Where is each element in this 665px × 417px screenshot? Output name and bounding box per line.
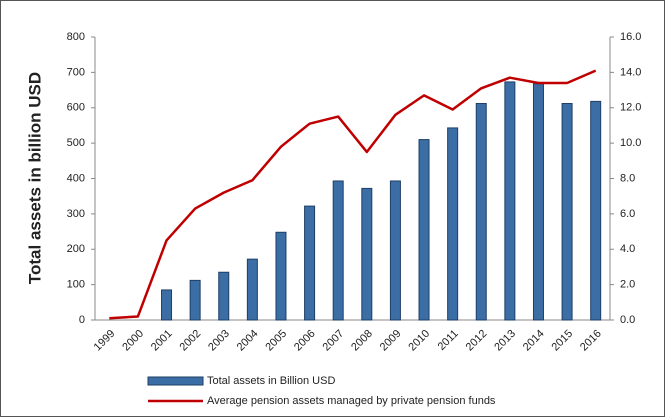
y2-tick-label: 12.0: [620, 102, 641, 114]
bar: [590, 100, 602, 321]
bar: [475, 103, 487, 321]
y-tick-label: 0: [79, 314, 85, 326]
bar: [361, 187, 373, 321]
bar: [332, 180, 344, 321]
y2-tick-label: 6.0: [620, 208, 635, 220]
y2-tick-label: 14.0: [620, 66, 641, 78]
bar: [532, 83, 544, 321]
bar: [275, 231, 287, 321]
y2-tick-label: 10.0: [620, 137, 641, 149]
bar: [189, 279, 201, 321]
y2-tick-label: 0.0: [620, 314, 635, 326]
bar: [447, 127, 459, 321]
y2-tick-label: 4.0: [620, 243, 635, 255]
bar: [246, 258, 258, 321]
bar: [504, 81, 516, 321]
bar: [218, 271, 230, 321]
y-tick-label: 200: [67, 243, 85, 255]
y-tick-label: 800: [67, 31, 85, 43]
legend-label: Average pension assets managed by privat…: [207, 395, 496, 407]
y-tick-label: 600: [67, 102, 85, 114]
y2-tick-label: 2.0: [620, 279, 635, 291]
bar: [389, 180, 401, 321]
line: [109, 69, 597, 320]
y-tick-label: 100: [67, 279, 85, 291]
bar: [304, 205, 316, 321]
y2-tick-label: 16.0: [620, 31, 641, 43]
legend-label: Total assets in Billion USD: [207, 375, 335, 387]
bar: [561, 103, 573, 321]
y2-tick-label: 8.0: [620, 172, 635, 184]
bar: [161, 289, 173, 321]
y-axis-label: Total assets in billion USD: [25, 72, 44, 284]
y-tick-label: 400: [67, 172, 85, 184]
y-tick-label: 700: [67, 66, 85, 78]
y-tick-label: 300: [67, 208, 85, 220]
legend-swatch: [147, 376, 204, 386]
bar: [418, 139, 430, 321]
y-tick-label: 500: [67, 137, 85, 149]
